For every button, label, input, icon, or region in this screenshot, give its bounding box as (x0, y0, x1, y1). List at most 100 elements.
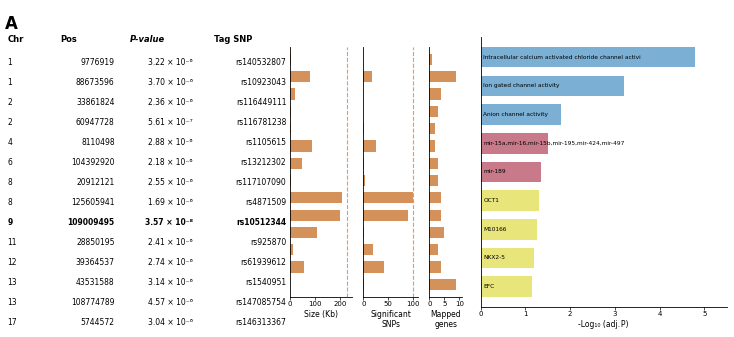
Bar (429, 140, 435, 152)
Bar (290, 140, 313, 152)
Text: EFC: EFC (484, 284, 495, 289)
Text: 3.70 × 10⁻⁶: 3.70 × 10⁻⁶ (148, 78, 193, 87)
Bar (429, 88, 441, 99)
Bar (429, 158, 438, 169)
Text: 4: 4 (7, 138, 12, 147)
Text: 9776919: 9776919 (81, 58, 115, 67)
Bar (429, 175, 438, 186)
Bar (363, 244, 374, 255)
Text: rs117107090: rs117107090 (236, 178, 286, 187)
Bar (290, 105, 291, 117)
Text: rs10923043: rs10923043 (240, 78, 286, 87)
Text: OCT1: OCT1 (484, 198, 499, 203)
Text: 3.57 × 10⁻⁸: 3.57 × 10⁻⁸ (145, 218, 193, 227)
Bar (290, 227, 317, 238)
Bar (429, 105, 438, 117)
Text: rs10512344: rs10512344 (236, 218, 286, 227)
Bar (481, 190, 539, 211)
Text: 104392920: 104392920 (71, 158, 115, 167)
Text: 3.14 × 10⁻⁶: 3.14 × 10⁻⁶ (148, 278, 193, 287)
Text: 12: 12 (7, 258, 17, 267)
Text: 2.18 × 10⁻⁶: 2.18 × 10⁻⁶ (148, 158, 193, 167)
Text: P-value: P-value (130, 35, 165, 44)
Text: Pos: Pos (60, 35, 77, 44)
Bar (481, 133, 548, 154)
Bar (429, 227, 444, 238)
Bar (481, 248, 534, 268)
Text: Chr: Chr (7, 35, 23, 44)
Text: Tag SNP: Tag SNP (214, 35, 252, 44)
Bar (290, 192, 342, 204)
Bar (429, 244, 438, 255)
Text: 33861824: 33861824 (76, 98, 115, 107)
Text: 8: 8 (7, 178, 12, 187)
Text: 108774789: 108774789 (71, 299, 115, 307)
X-axis label: Significant
SNPs: Significant SNPs (371, 309, 411, 329)
Text: 5.61 × 10⁻⁷: 5.61 × 10⁻⁷ (148, 118, 193, 127)
Text: mir-15a,mir-16,mir-15b,mir-195,mir-424,mir-497: mir-15a,mir-16,mir-15b,mir-195,mir-424,m… (484, 141, 625, 146)
Text: 5744572: 5744572 (81, 318, 115, 328)
Bar (290, 88, 295, 99)
Text: rs140532807: rs140532807 (236, 58, 286, 67)
Text: 125605941: 125605941 (71, 198, 115, 207)
Text: Anion channel activity: Anion channel activity (484, 112, 548, 117)
Bar (429, 262, 441, 273)
Text: rs925870: rs925870 (250, 238, 286, 247)
Text: rs116449111: rs116449111 (236, 98, 286, 107)
Text: 2.55 × 10⁻⁶: 2.55 × 10⁻⁶ (148, 178, 193, 187)
Text: 1.69 × 10⁻⁶: 1.69 × 10⁻⁶ (148, 198, 193, 207)
Bar (290, 158, 302, 169)
Bar (363, 227, 364, 238)
Text: rs1540951: rs1540951 (245, 278, 286, 287)
Text: 39364537: 39364537 (76, 258, 115, 267)
X-axis label: Size (Kb): Size (Kb) (304, 309, 338, 318)
Bar (429, 71, 457, 82)
Bar (429, 192, 441, 204)
Bar (429, 279, 457, 290)
Bar (363, 140, 376, 152)
Bar (429, 210, 441, 221)
Text: 2.88 × 10⁻⁶: 2.88 × 10⁻⁶ (148, 138, 193, 147)
Text: rs116781238: rs116781238 (236, 118, 286, 127)
Bar (429, 123, 435, 134)
Bar (290, 123, 291, 134)
Bar (481, 104, 562, 125)
Text: mir-189: mir-189 (484, 170, 506, 174)
Text: 4.57 × 10⁻⁶: 4.57 × 10⁻⁶ (148, 299, 193, 307)
Text: 8110498: 8110498 (81, 138, 115, 147)
Text: 20912121: 20912121 (76, 178, 115, 187)
Bar (429, 54, 432, 65)
Bar (290, 175, 291, 186)
Text: 2.74 × 10⁻⁶: 2.74 × 10⁻⁶ (148, 258, 193, 267)
Text: 109009495: 109009495 (68, 218, 115, 227)
Text: 2: 2 (7, 98, 12, 107)
Bar (363, 158, 364, 169)
Text: 60947728: 60947728 (76, 118, 115, 127)
Text: 3.22 × 10⁻⁶: 3.22 × 10⁻⁶ (148, 58, 193, 67)
Text: M10166: M10166 (484, 227, 507, 232)
Text: NKX2-5: NKX2-5 (484, 255, 506, 261)
Bar (363, 262, 385, 273)
Text: 9: 9 (7, 218, 12, 227)
Text: 43531588: 43531588 (76, 278, 115, 287)
Text: rs1105615: rs1105615 (245, 138, 286, 147)
Bar (363, 71, 372, 82)
Bar (363, 210, 408, 221)
Bar (481, 161, 541, 182)
Text: rs13212302: rs13212302 (241, 158, 286, 167)
X-axis label: -Log₁₀ (adj. P): -Log₁₀ (adj. P) (578, 319, 629, 329)
Text: rs147085754: rs147085754 (236, 299, 286, 307)
Text: 2: 2 (7, 118, 12, 127)
Text: 1: 1 (7, 78, 12, 87)
Bar (290, 54, 291, 65)
Text: Ion gated channel activity: Ion gated channel activity (484, 83, 560, 88)
Text: 1: 1 (7, 58, 12, 67)
Text: rs61939612: rs61939612 (240, 258, 286, 267)
Text: 2.36 × 10⁻⁶: 2.36 × 10⁻⁶ (148, 98, 193, 107)
Text: 3.04 × 10⁻⁶: 3.04 × 10⁻⁶ (148, 318, 193, 328)
Text: 11: 11 (7, 238, 17, 247)
Text: 88673596: 88673596 (76, 78, 115, 87)
Bar (363, 192, 413, 204)
Bar (363, 123, 364, 134)
Text: Intracellular calcium activated chloride channel activi: Intracellular calcium activated chloride… (484, 55, 642, 60)
